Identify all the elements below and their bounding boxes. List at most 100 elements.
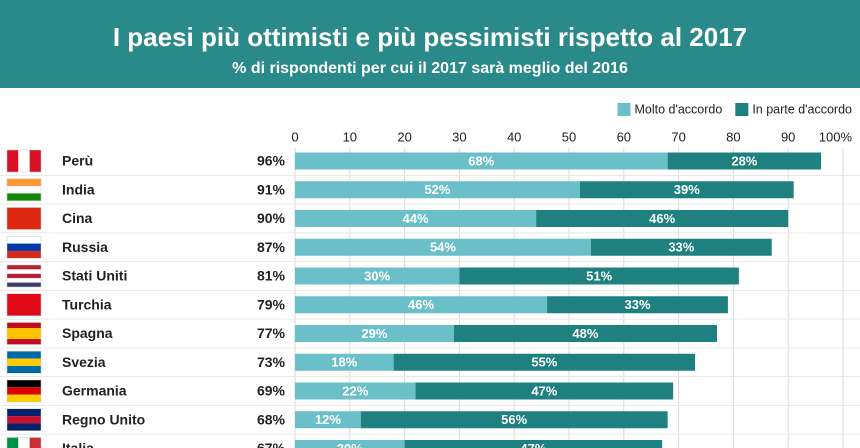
legend-swatch	[735, 103, 749, 116]
flag-stripe	[7, 193, 41, 201]
value-label: 28%	[731, 153, 757, 168]
value-label: 54%	[430, 240, 456, 255]
flag-stripe	[7, 437, 19, 448]
flag-stripe	[7, 339, 41, 345]
flag-stripe	[7, 293, 41, 316]
value-label: 20%	[337, 441, 363, 448]
grid: 0 10 20 30 40 50 60 70 80 90 100%	[291, 129, 852, 448]
chart-title: I paesi più ottimisti e più pessimisti r…	[113, 22, 747, 52]
category-label: Russia	[62, 239, 108, 255]
x-tick-label: 40	[507, 129, 521, 144]
bar-segment	[295, 325, 454, 342]
flag-stripe	[7, 333, 41, 339]
flag-stripe	[7, 282, 41, 287]
legend-label: In parte d'accordo	[752, 102, 852, 116]
flag-stripe	[7, 416, 41, 424]
flag-border	[6, 379, 42, 403]
flag-stripe	[29, 437, 41, 448]
value-label: 46%	[408, 297, 434, 312]
flag-stripe	[7, 250, 41, 259]
flag-stripe	[7, 186, 41, 194]
total-label: 81%	[257, 268, 286, 284]
category-label: Italia	[62, 440, 94, 448]
flag-stripe	[7, 178, 41, 187]
x-tick-label: 60	[617, 129, 631, 144]
value-label: 30%	[364, 268, 390, 283]
value-label: 46%	[649, 211, 675, 226]
bar-segment	[295, 353, 394, 371]
bar-segment	[590, 238, 772, 256]
bar-segment	[295, 411, 361, 429]
header-band	[0, 0, 860, 88]
flag-stripe	[18, 150, 30, 172]
flag-border	[6, 207, 42, 230]
flag-stripe	[7, 423, 41, 431]
bar-segment	[360, 411, 668, 429]
value-label: 48%	[572, 326, 598, 341]
x-tick-label: 70	[671, 129, 685, 144]
total-label: 68%	[257, 411, 286, 427]
flag-stripe	[7, 150, 19, 172]
total-label: 69%	[257, 383, 286, 399]
total-label: 73%	[257, 354, 286, 370]
flag-border	[6, 322, 42, 345]
value-label: 47%	[520, 441, 546, 448]
flag-border	[6, 351, 42, 374]
total-label: 96%	[257, 153, 286, 169]
flag-stripe	[7, 322, 41, 328]
x-tick-label: 90	[781, 129, 795, 144]
category-label: Svezia	[62, 354, 106, 370]
flag-stripe	[7, 207, 41, 230]
x-tick-label: 50	[562, 129, 576, 144]
bar-segment	[295, 382, 416, 400]
flag-stripe	[7, 328, 41, 334]
flag-border	[6, 264, 42, 288]
flag-stripe	[7, 387, 41, 395]
category-label: Germania	[62, 383, 127, 399]
bar-segment	[579, 181, 794, 199]
value-label: 12%	[315, 412, 341, 427]
rows: Perù 96% 68% 28% India 91% 52% 39% Cina 90% 44% 46%…	[0, 149, 860, 448]
value-label: 33%	[624, 297, 650, 312]
flag-border	[6, 178, 42, 201]
bar-segment	[453, 325, 717, 342]
category-label: Spagna	[62, 325, 113, 341]
category-label: Perù	[62, 153, 93, 169]
x-tick-label: 100%	[819, 129, 853, 144]
bar-segment	[393, 353, 696, 371]
flag-stripe	[7, 408, 41, 417]
category-label: Stati Uniti	[62, 268, 127, 284]
x-tick-label: 80	[726, 129, 740, 144]
bar-segment	[295, 210, 537, 227]
bar-segment	[667, 152, 822, 170]
value-label: 52%	[424, 182, 450, 197]
total-label: 77%	[257, 325, 286, 341]
flag-stripe	[7, 243, 41, 251]
flag-stripe	[7, 236, 41, 244]
total-label: 87%	[257, 239, 286, 255]
flag-stripe	[7, 278, 41, 283]
bar-segment	[295, 152, 668, 170]
flag-stripe	[7, 394, 41, 402]
legend: In parte d'accordo Molto d'accordo	[617, 102, 852, 116]
value-label: 56%	[501, 412, 527, 427]
category-label: Turchia	[62, 296, 112, 312]
bar-segment	[459, 267, 739, 285]
value-label: 55%	[531, 355, 557, 370]
x-tick-label: 20	[397, 129, 411, 144]
legend-swatch	[617, 103, 631, 116]
value-label: 51%	[586, 268, 612, 283]
flag-stripe	[29, 150, 41, 172]
value-label: 39%	[674, 182, 700, 197]
category-label: India	[62, 181, 95, 197]
value-label: 44%	[403, 211, 429, 226]
bar-segment	[295, 296, 548, 314]
flag-stripe	[7, 380, 41, 388]
flag-stripe	[7, 269, 41, 274]
bar-segment	[547, 296, 728, 314]
value-label: 33%	[668, 240, 694, 255]
flag-stripe	[18, 437, 30, 448]
value-label: 29%	[361, 326, 387, 341]
total-label: 90%	[257, 210, 286, 226]
